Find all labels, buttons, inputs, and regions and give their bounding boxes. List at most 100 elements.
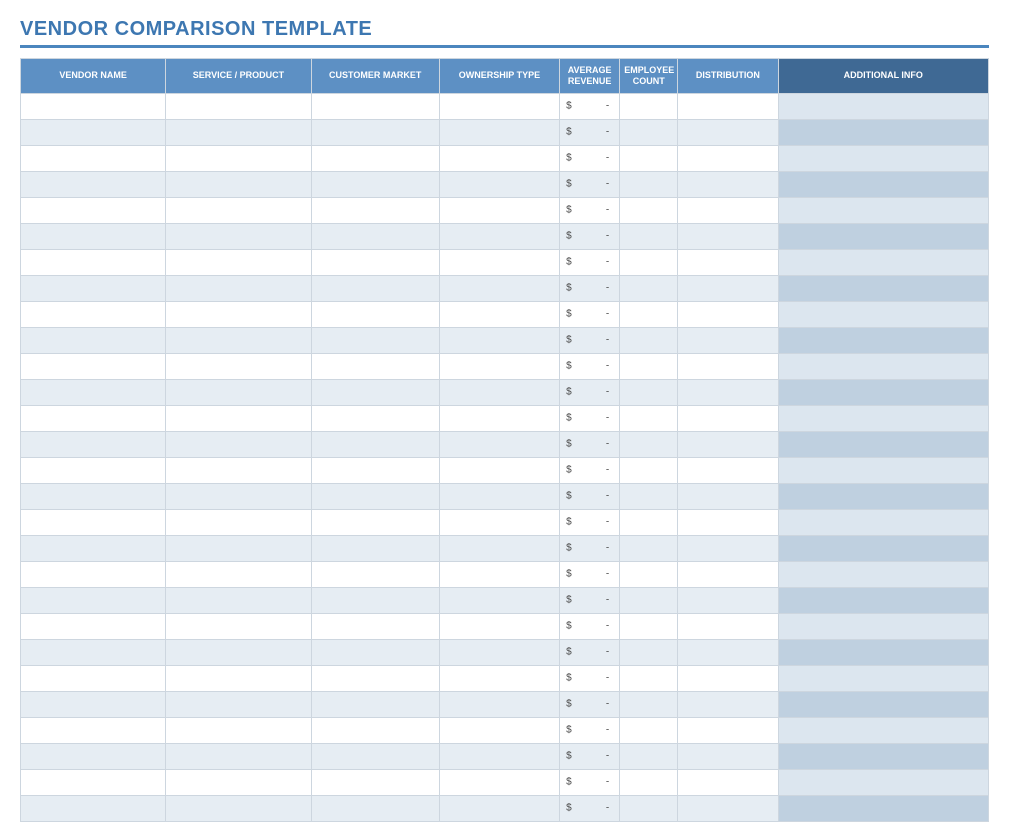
table-row[interactable]: $- [21, 561, 989, 587]
table-row[interactable]: $- [21, 353, 989, 379]
table-cell[interactable] [166, 327, 311, 353]
table-cell[interactable]: $- [560, 665, 620, 691]
table-cell[interactable] [678, 171, 778, 197]
table-cell[interactable] [311, 301, 439, 327]
table-cell[interactable] [311, 509, 439, 535]
table-cell[interactable] [439, 769, 559, 795]
table-cell[interactable] [620, 639, 678, 665]
table-cell[interactable]: $- [560, 743, 620, 769]
table-cell[interactable] [439, 613, 559, 639]
table-cell[interactable] [778, 691, 989, 717]
table-cell[interactable] [311, 431, 439, 457]
table-cell[interactable] [311, 691, 439, 717]
table-cell[interactable] [21, 93, 166, 119]
table-cell[interactable] [439, 535, 559, 561]
table-cell[interactable] [620, 301, 678, 327]
table-cell[interactable]: $- [560, 587, 620, 613]
table-cell[interactable] [21, 275, 166, 301]
table-cell[interactable] [166, 535, 311, 561]
table-cell[interactable] [439, 665, 559, 691]
table-cell[interactable] [21, 613, 166, 639]
table-cell[interactable] [678, 119, 778, 145]
table-cell[interactable]: $- [560, 795, 620, 821]
table-row[interactable]: $- [21, 509, 989, 535]
table-cell[interactable] [678, 405, 778, 431]
table-cell[interactable]: $- [560, 379, 620, 405]
table-cell[interactable] [439, 301, 559, 327]
table-cell[interactable]: $- [560, 613, 620, 639]
table-cell[interactable] [21, 301, 166, 327]
table-cell[interactable] [778, 717, 989, 743]
table-cell[interactable] [21, 327, 166, 353]
table-row[interactable]: $- [21, 587, 989, 613]
table-cell[interactable] [778, 171, 989, 197]
table-cell[interactable] [620, 457, 678, 483]
table-cell[interactable]: $- [560, 327, 620, 353]
table-cell[interactable] [166, 561, 311, 587]
table-cell[interactable]: $- [560, 405, 620, 431]
table-cell[interactable] [678, 327, 778, 353]
table-cell[interactable] [620, 327, 678, 353]
table-cell[interactable] [678, 379, 778, 405]
table-cell[interactable] [311, 613, 439, 639]
table-cell[interactable] [439, 145, 559, 171]
table-row[interactable]: $- [21, 301, 989, 327]
table-cell[interactable] [778, 457, 989, 483]
table-cell[interactable] [21, 197, 166, 223]
table-cell[interactable] [21, 405, 166, 431]
table-cell[interactable] [311, 561, 439, 587]
table-cell[interactable] [166, 457, 311, 483]
table-cell[interactable] [21, 353, 166, 379]
table-cell[interactable] [620, 223, 678, 249]
table-cell[interactable] [678, 275, 778, 301]
table-row[interactable]: $- [21, 613, 989, 639]
table-cell[interactable] [439, 431, 559, 457]
table-cell[interactable] [678, 691, 778, 717]
table-cell[interactable]: $- [560, 197, 620, 223]
table-cell[interactable] [439, 795, 559, 821]
table-cell[interactable] [778, 509, 989, 535]
table-cell[interactable] [166, 405, 311, 431]
table-cell[interactable] [166, 483, 311, 509]
table-row[interactable]: $- [21, 639, 989, 665]
table-cell[interactable] [166, 197, 311, 223]
table-cell[interactable] [21, 431, 166, 457]
table-cell[interactable] [166, 171, 311, 197]
table-cell[interactable] [166, 275, 311, 301]
table-row[interactable]: $- [21, 119, 989, 145]
table-cell[interactable] [311, 249, 439, 275]
table-cell[interactable] [778, 275, 989, 301]
table-cell[interactable] [778, 613, 989, 639]
table-cell[interactable] [678, 431, 778, 457]
table-cell[interactable] [778, 405, 989, 431]
table-cell[interactable] [21, 223, 166, 249]
table-cell[interactable] [620, 691, 678, 717]
table-cell[interactable] [311, 275, 439, 301]
table-cell[interactable] [439, 197, 559, 223]
table-cell[interactable] [311, 171, 439, 197]
table-cell[interactable]: $- [560, 561, 620, 587]
table-cell[interactable] [678, 743, 778, 769]
table-cell[interactable] [620, 535, 678, 561]
table-cell[interactable] [311, 743, 439, 769]
table-row[interactable]: $- [21, 223, 989, 249]
table-cell[interactable] [678, 665, 778, 691]
table-row[interactable]: $- [21, 431, 989, 457]
table-cell[interactable] [620, 171, 678, 197]
table-cell[interactable] [439, 171, 559, 197]
table-cell[interactable]: $- [560, 431, 620, 457]
table-cell[interactable] [778, 431, 989, 457]
table-cell[interactable] [311, 457, 439, 483]
table-cell[interactable] [166, 587, 311, 613]
table-cell[interactable] [311, 353, 439, 379]
table-row[interactable]: $- [21, 483, 989, 509]
table-cell[interactable] [439, 717, 559, 743]
table-cell[interactable] [678, 613, 778, 639]
table-cell[interactable] [678, 145, 778, 171]
table-cell[interactable] [439, 119, 559, 145]
table-row[interactable]: $- [21, 405, 989, 431]
table-cell[interactable] [311, 405, 439, 431]
table-cell[interactable] [21, 639, 166, 665]
table-cell[interactable] [620, 197, 678, 223]
table-cell[interactable] [678, 561, 778, 587]
